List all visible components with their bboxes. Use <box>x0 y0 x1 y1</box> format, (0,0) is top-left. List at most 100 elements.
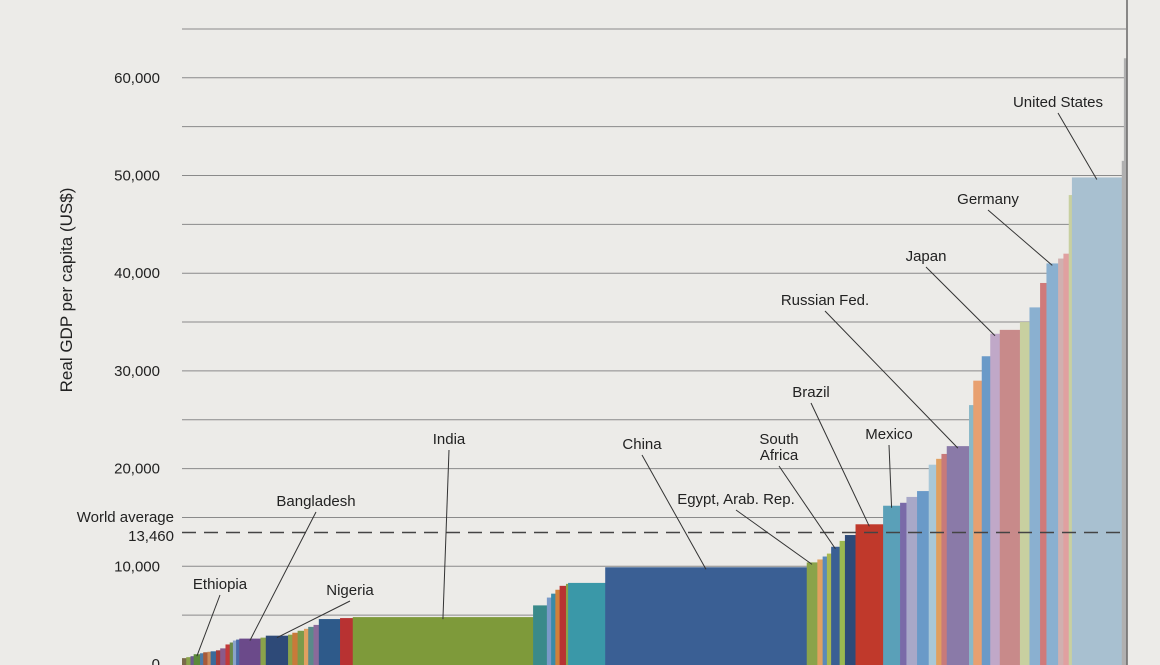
country-label: Ethiopia <box>193 576 248 593</box>
bar <box>1046 263 1059 665</box>
y-tick-label: 0 <box>152 656 160 665</box>
leader-line <box>276 600 351 639</box>
bar <box>303 628 309 665</box>
bar <box>946 446 970 665</box>
leader-line <box>888 444 893 508</box>
bar <box>1063 253 1070 665</box>
bar <box>565 583 569 665</box>
bar <box>936 458 942 665</box>
bar <box>839 540 846 665</box>
bar <box>973 380 983 665</box>
y-tick-label: 30,000 <box>114 363 160 380</box>
bar <box>193 654 201 665</box>
leader-line <box>810 402 870 527</box>
country-label: Germany <box>957 191 1019 208</box>
country-label: Egypt, Arab. Rep. <box>677 491 795 508</box>
world-average-value: 13,460 <box>128 528 174 545</box>
country-label: Japan <box>906 248 947 265</box>
country-label: Mexico <box>865 426 913 443</box>
bar <box>182 658 187 665</box>
bar <box>1071 177 1123 665</box>
bar <box>210 651 217 665</box>
gridlines <box>182 28 1126 616</box>
leader-line <box>442 449 450 620</box>
y-tick-label: 50,000 <box>114 168 160 185</box>
country-label: China <box>622 436 662 453</box>
country-label: South <box>759 431 798 448</box>
leader-line <box>641 454 707 570</box>
bar <box>220 648 226 665</box>
bars <box>182 0 1128 665</box>
leader-line <box>735 509 813 565</box>
bar <box>207 651 212 665</box>
bar <box>941 453 948 665</box>
bar <box>239 638 261 665</box>
bar <box>190 656 195 665</box>
bar <box>1029 307 1041 665</box>
country-label: Nigeria <box>326 582 374 599</box>
bar <box>817 559 824 665</box>
bar <box>822 556 828 665</box>
bar <box>313 624 320 665</box>
leader-line <box>824 310 959 449</box>
bar <box>288 634 293 665</box>
bar <box>568 582 606 665</box>
bar <box>215 650 221 665</box>
leader-line <box>196 594 221 657</box>
bar <box>605 567 808 665</box>
bar <box>229 642 234 665</box>
bar <box>906 496 918 665</box>
bar <box>533 605 548 665</box>
bar <box>981 356 991 665</box>
bar <box>1068 195 1073 665</box>
bar <box>318 619 341 665</box>
bar <box>917 491 930 665</box>
country-label: Africa <box>760 447 799 464</box>
bar <box>1019 322 1030 665</box>
bar <box>826 553 832 665</box>
bar <box>883 505 901 665</box>
bar <box>1058 258 1064 665</box>
bar <box>265 635 289 665</box>
bar <box>352 617 534 665</box>
bar <box>806 562 818 665</box>
bar <box>928 464 937 665</box>
country-label: Brazil <box>792 384 830 401</box>
y-tick-label: 10,000 <box>114 558 160 575</box>
leader-line <box>249 511 317 641</box>
country-annotations: Ethiopia Bangladesh Nigeria India China Egypt… <box>193 94 1103 657</box>
bar <box>260 637 267 665</box>
leader-line <box>1057 112 1098 180</box>
bar <box>186 657 191 665</box>
y-tick-label: 60,000 <box>114 70 160 87</box>
bar <box>1123 58 1127 665</box>
bar <box>546 597 552 665</box>
y-tick-label: 40,000 <box>114 265 160 282</box>
bar <box>990 333 1001 665</box>
bar <box>1040 282 1047 665</box>
bar <box>900 502 907 665</box>
y-axis: 0 10,000 20,000 30,000 40,000 50,000 60,000 <box>114 70 160 665</box>
bar <box>203 652 208 665</box>
bar <box>200 653 204 665</box>
bar <box>844 535 856 665</box>
bar <box>969 405 974 665</box>
country-label: Bangladesh <box>276 493 355 510</box>
bar <box>297 630 305 665</box>
leader-line <box>925 266 996 337</box>
leader-line <box>987 209 1053 266</box>
country-label: India <box>433 431 466 448</box>
bar <box>1121 160 1125 665</box>
country-label: United States <box>1013 94 1103 111</box>
bar <box>340 618 354 665</box>
bar <box>831 546 841 665</box>
bar <box>855 524 884 665</box>
bar <box>308 626 314 665</box>
bar <box>292 632 299 665</box>
bar <box>225 644 231 665</box>
leader-line <box>778 465 836 550</box>
bar <box>555 589 560 665</box>
y-axis-title: Real GDP per capita (US$) <box>57 188 76 393</box>
bar <box>236 639 240 665</box>
